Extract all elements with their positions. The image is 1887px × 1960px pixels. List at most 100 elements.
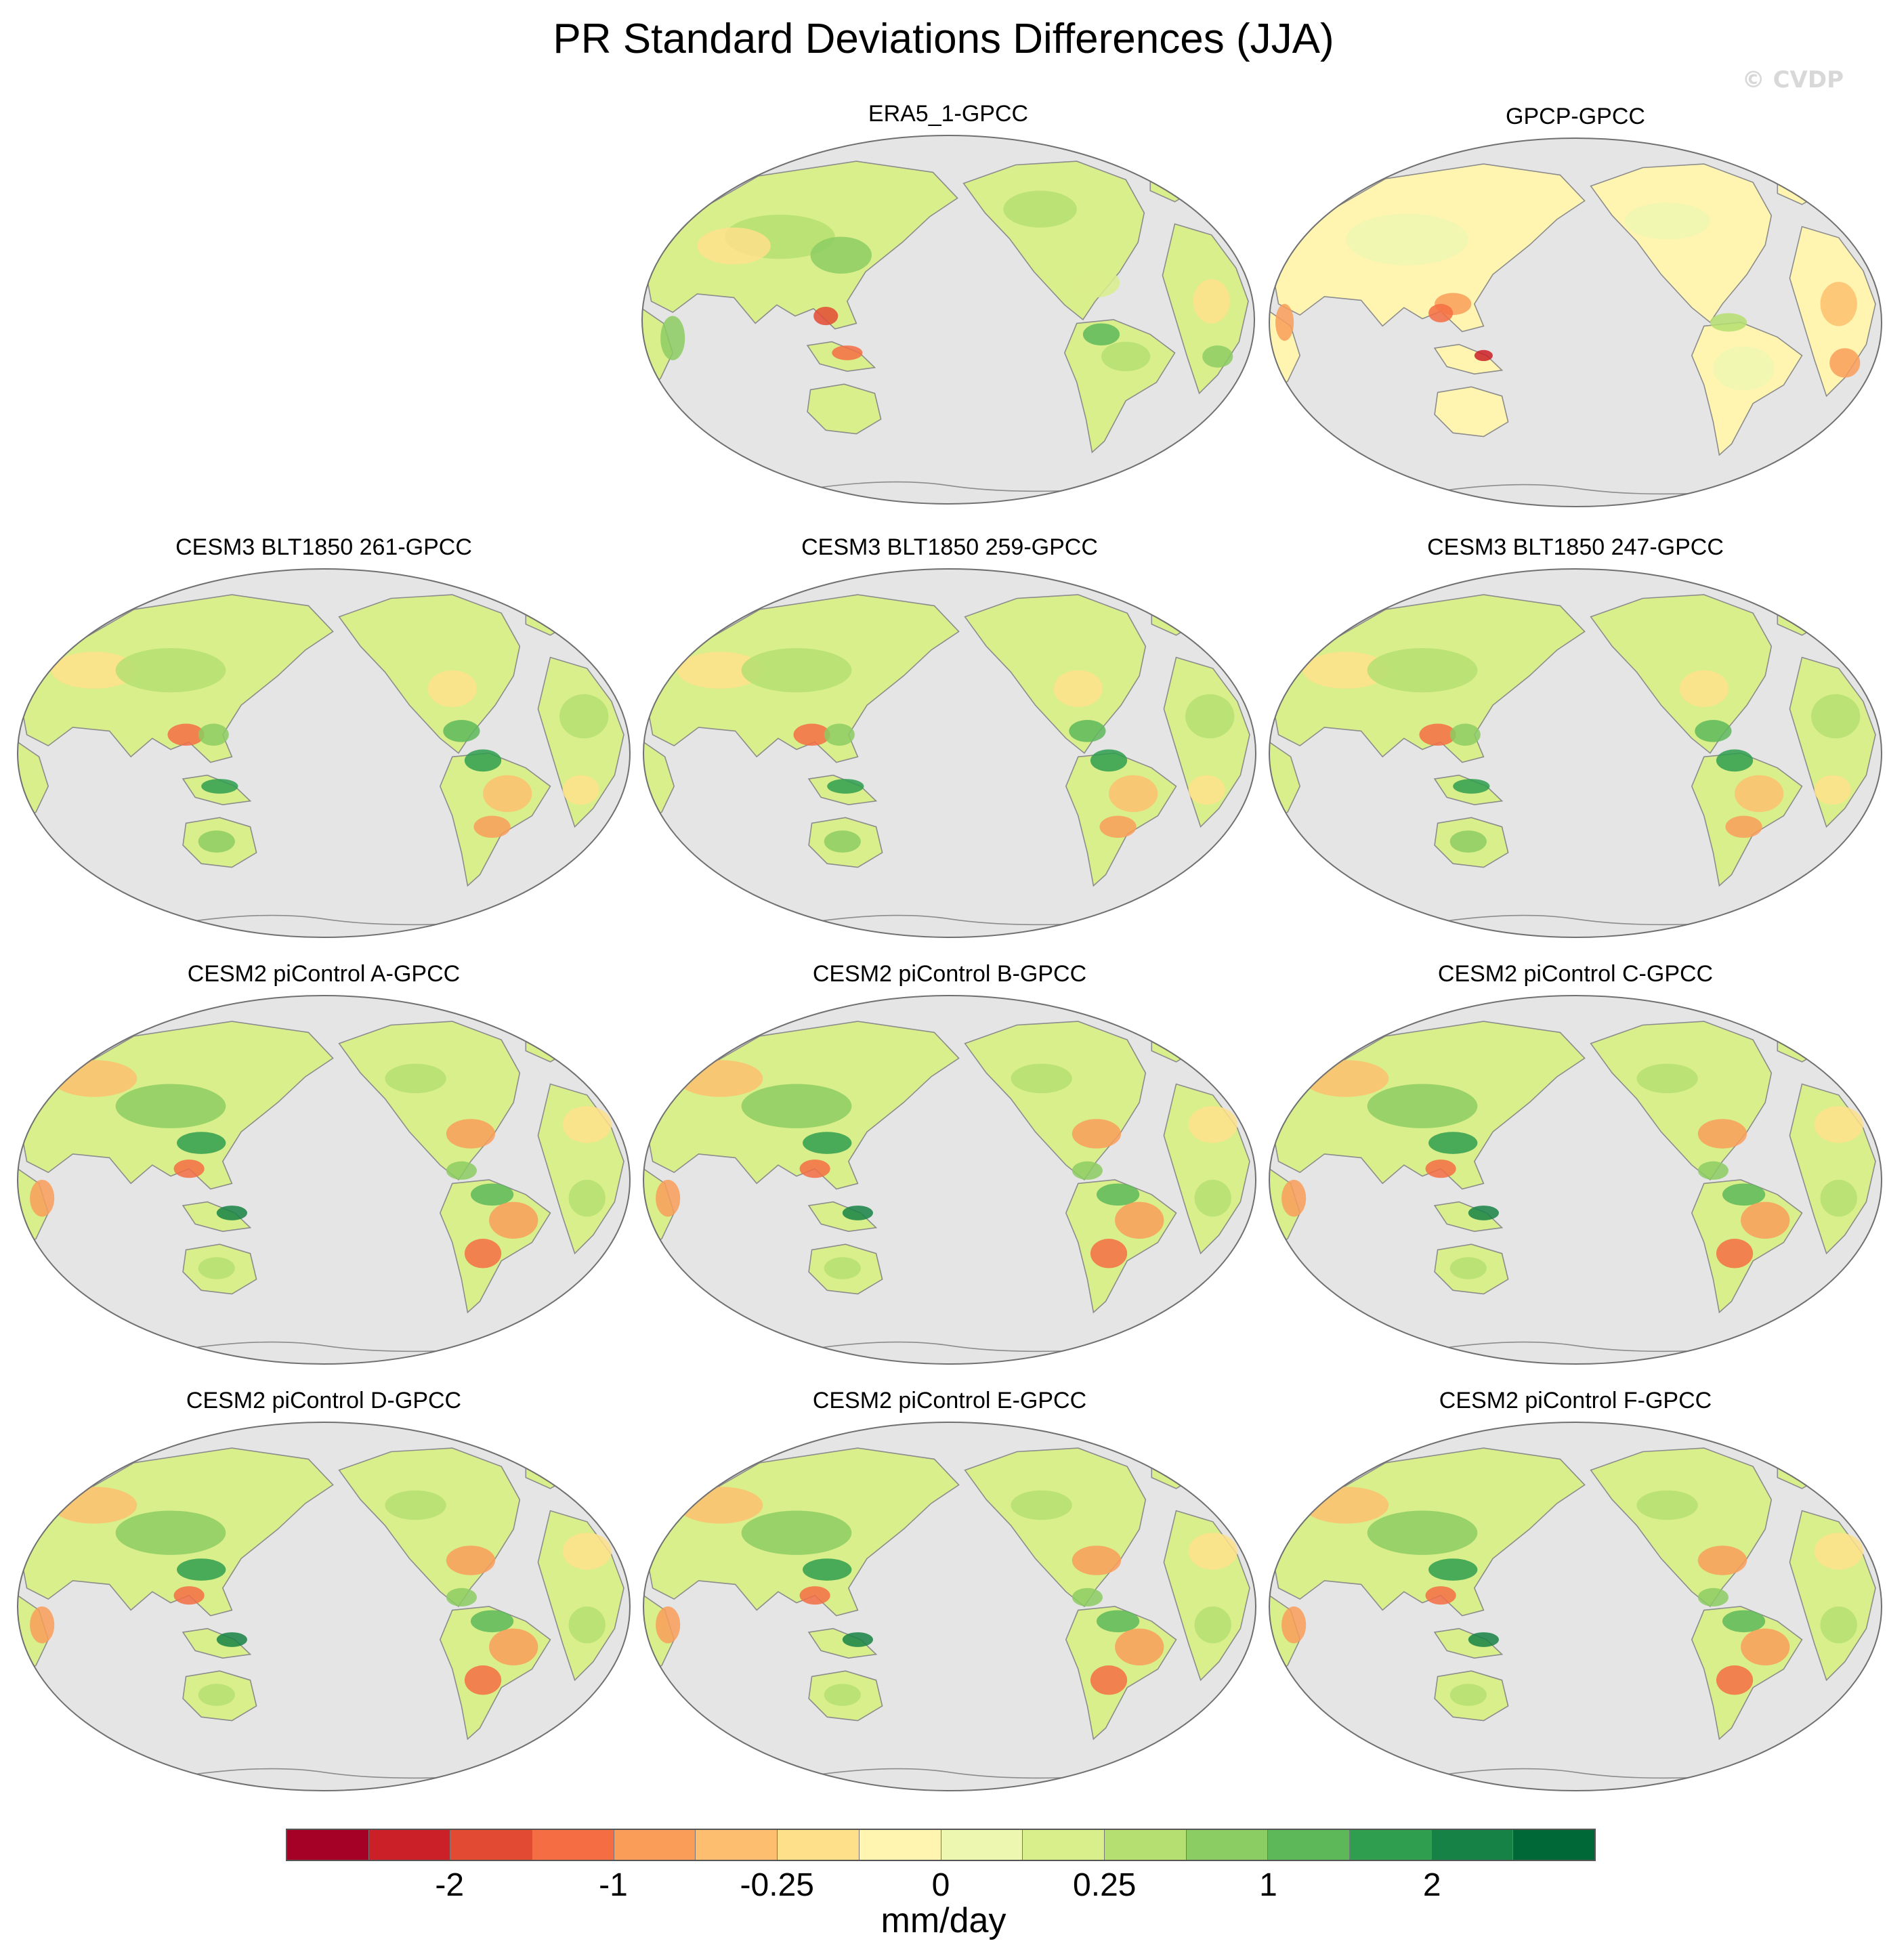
anomaly-patch bbox=[1053, 670, 1103, 707]
antarctica-coast bbox=[796, 1768, 1103, 1779]
colorbar-tick-label: 0 bbox=[931, 1867, 950, 1903]
anomaly-patch bbox=[115, 647, 226, 693]
colorbar-swatch bbox=[1186, 1830, 1269, 1860]
world-map bbox=[643, 1422, 1256, 1791]
anomaly-patch bbox=[30, 1180, 55, 1217]
colorbar-swatch bbox=[859, 1830, 941, 1860]
antarctica-coast bbox=[170, 914, 478, 926]
landmass-australia bbox=[1434, 386, 1509, 438]
panel-title: CESM3 BLT1850 247-GPCC bbox=[1427, 534, 1724, 560]
landmass-africaEast bbox=[1789, 656, 1876, 828]
panel-title: CESM2 piControl F-GPCC bbox=[1439, 1388, 1712, 1413]
map-frame bbox=[1269, 568, 1882, 938]
anomaly-patch bbox=[473, 815, 511, 838]
map-frame bbox=[1269, 137, 1882, 507]
anomaly-patch bbox=[1194, 1606, 1231, 1644]
anomaly-patch bbox=[470, 1183, 514, 1206]
anomaly-patch bbox=[1449, 1257, 1487, 1279]
anomaly-patch bbox=[1188, 1533, 1237, 1570]
anomaly-patch bbox=[677, 1487, 763, 1524]
anomaly-patch bbox=[1072, 1119, 1122, 1149]
anomaly-patch bbox=[167, 723, 205, 746]
landmass-northAmerica bbox=[338, 594, 521, 754]
anomaly-patch bbox=[1425, 1159, 1456, 1178]
landmass-maritime bbox=[182, 1201, 252, 1233]
anomaly-patch bbox=[446, 1546, 496, 1575]
anomaly-patch bbox=[1820, 1606, 1857, 1644]
map-panel: CESM2 piControl F-GPCC bbox=[1264, 1387, 1887, 1807]
anomaly-patch bbox=[827, 779, 864, 794]
anomaly-patch bbox=[660, 316, 685, 360]
anomaly-patch bbox=[1302, 1487, 1389, 1524]
anomaly-patch bbox=[489, 1201, 538, 1239]
world-map bbox=[17, 568, 631, 938]
map-panel: CESM3 BLT1850 261-GPCC bbox=[12, 534, 635, 954]
anomaly-patch bbox=[1367, 1084, 1478, 1128]
anomaly-patch bbox=[1468, 1632, 1499, 1647]
landmass-northAmerica bbox=[1590, 163, 1773, 324]
anomaly-patch bbox=[470, 1610, 514, 1633]
colorbar-tick-label: 2 bbox=[1422, 1867, 1441, 1903]
anomaly-patch bbox=[1193, 279, 1230, 324]
anomaly-patch bbox=[1697, 1588, 1729, 1606]
colorbar-swatch bbox=[1349, 1830, 1432, 1860]
anomaly-patch bbox=[1449, 830, 1487, 853]
world-map bbox=[641, 135, 1255, 505]
anomaly-patch bbox=[741, 1084, 852, 1128]
colorbar bbox=[286, 1829, 1596, 1861]
anomaly-patch bbox=[824, 830, 861, 853]
anomaly-patch bbox=[1695, 720, 1732, 742]
anomaly-patch bbox=[1275, 303, 1294, 341]
anomaly-patch bbox=[1725, 815, 1762, 838]
anomaly-patch bbox=[385, 1490, 446, 1520]
colorbar-tick-label: -0.25 bbox=[740, 1867, 814, 1903]
anomaly-patch bbox=[842, 1206, 873, 1220]
anomaly-patch bbox=[1011, 1063, 1072, 1094]
map-panel: ERA5_1-GPCC bbox=[637, 100, 1260, 520]
anomaly-patch bbox=[443, 720, 480, 742]
anomaly-patch bbox=[1716, 1239, 1754, 1269]
anomaly-patch bbox=[1090, 1239, 1128, 1269]
world-map bbox=[1269, 568, 1882, 938]
anomaly-patch bbox=[824, 1257, 861, 1279]
panel-title: CESM2 piControl C-GPCC bbox=[1437, 961, 1714, 987]
anomaly-patch bbox=[656, 1180, 681, 1217]
landmass-maritime bbox=[1433, 1201, 1504, 1233]
anomaly-patch bbox=[562, 1533, 612, 1570]
anomaly-patch bbox=[1115, 1628, 1164, 1666]
anomaly-patch bbox=[115, 1084, 226, 1128]
anomaly-patch bbox=[198, 1257, 235, 1279]
anomaly-patch bbox=[1722, 1183, 1766, 1206]
anomaly-patch bbox=[1697, 1119, 1747, 1149]
anomaly-patch bbox=[1281, 1606, 1307, 1644]
world-map bbox=[643, 568, 1256, 938]
panel-title: GPCP-GPCC bbox=[1506, 104, 1645, 129]
map-frame bbox=[1269, 1422, 1882, 1791]
colorbar-swatch bbox=[1431, 1830, 1514, 1860]
anomaly-patch bbox=[1099, 815, 1137, 838]
anomaly-patch bbox=[832, 345, 863, 360]
colorbar-swatch bbox=[1104, 1830, 1187, 1860]
anomaly-patch bbox=[1449, 723, 1481, 746]
anomaly-patch bbox=[1814, 775, 1851, 805]
anomaly-patch bbox=[51, 1060, 137, 1097]
anomaly-patch bbox=[842, 1632, 873, 1647]
anomaly-patch bbox=[177, 1558, 226, 1581]
anomaly-patch bbox=[1697, 1161, 1729, 1180]
anomaly-patch bbox=[1281, 1180, 1307, 1217]
antarctica-coast bbox=[796, 1341, 1103, 1352]
anomaly-patch bbox=[803, 1132, 852, 1154]
world-map bbox=[1269, 1422, 1882, 1791]
anomaly-patch bbox=[1710, 313, 1747, 332]
map-panel: CESM2 piControl E-GPCC bbox=[638, 1387, 1261, 1807]
anomaly-patch bbox=[1811, 694, 1861, 739]
map-frame bbox=[17, 568, 631, 938]
colorbar-tick-label: 0.25 bbox=[1073, 1867, 1137, 1903]
anomaly-patch bbox=[741, 1510, 852, 1555]
anomaly-patch bbox=[1829, 348, 1861, 378]
anomaly-patch bbox=[464, 1239, 502, 1269]
anomaly-patch bbox=[1367, 1510, 1478, 1555]
anomaly-patch bbox=[799, 1586, 830, 1605]
anomaly-patch bbox=[1820, 1180, 1857, 1217]
anomaly-patch bbox=[1090, 749, 1128, 772]
